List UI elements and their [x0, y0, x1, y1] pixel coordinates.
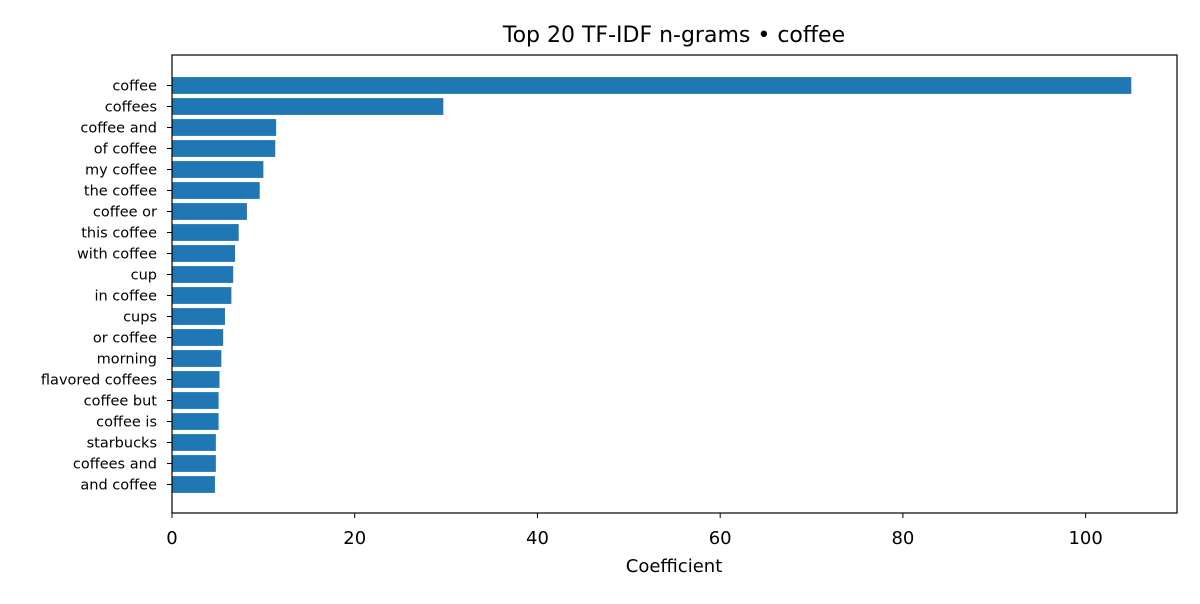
y-tick-label: coffee but	[84, 394, 158, 410]
bar-13	[172, 350, 222, 367]
y-axis-ticks: coffee coffees coffee and of coffee my coffe…	[41, 79, 172, 494]
y-tick-label: coffee and	[80, 121, 157, 137]
bars-group	[172, 77, 1132, 493]
bar-14	[172, 371, 220, 388]
bar-9	[172, 266, 234, 283]
y-tick-label: cup	[131, 268, 157, 284]
plot-frame	[171, 54, 1178, 514]
bar-12	[172, 329, 224, 346]
bar-15	[172, 392, 219, 409]
x-tick-label: 20	[343, 528, 366, 549]
x-axis-label: Coefficient	[626, 556, 723, 577]
y-tick-label: coffee	[112, 79, 157, 95]
y-tick-label: the coffee	[84, 184, 157, 200]
bar-7	[172, 224, 239, 241]
x-tick-label: 0	[166, 528, 177, 549]
bar-8	[172, 245, 236, 262]
y-tick-label: and coffee	[80, 478, 157, 494]
y-tick-label: starbucks	[87, 436, 157, 452]
x-axis-ticks: 0 20 40 60 80 100	[166, 513, 1103, 549]
bar-3	[172, 140, 276, 157]
bar-11	[172, 308, 225, 325]
bar-17	[172, 434, 216, 451]
bar-16	[172, 413, 219, 430]
y-tick-label: in coffee	[94, 289, 157, 305]
y-tick-label: coffees	[105, 100, 157, 116]
y-tick-label: coffee or	[93, 205, 157, 221]
y-tick-label: my coffee	[85, 163, 157, 179]
bar-1	[172, 98, 444, 115]
y-tick-label: this coffee	[81, 226, 157, 242]
bar-0	[172, 77, 1132, 94]
y-tick-label: or coffee	[93, 331, 157, 347]
y-tick-label: morning	[97, 352, 157, 368]
bar-19	[172, 476, 215, 493]
x-tick-label: 40	[526, 528, 549, 549]
x-tick-label: 100	[1068, 528, 1102, 549]
y-tick-label: coffee is	[96, 415, 157, 431]
bar-5	[172, 182, 260, 199]
x-tick-label: 80	[891, 528, 914, 549]
bar-4	[172, 161, 264, 178]
y-tick-label: flavored coffees	[41, 373, 157, 389]
bar-2	[172, 119, 277, 136]
y-tick-label: of coffee	[94, 142, 157, 158]
bar-18	[172, 455, 216, 472]
y-tick-label: coffees and	[73, 457, 157, 473]
y-tick-label: cups	[123, 310, 157, 326]
x-tick-label: 60	[709, 528, 732, 549]
y-tick-label: with coffee	[77, 247, 157, 263]
chart-title: Top 20 TF-IDF n-grams • coffee	[502, 23, 845, 48]
bar-10	[172, 287, 232, 304]
bar-6	[172, 203, 247, 220]
